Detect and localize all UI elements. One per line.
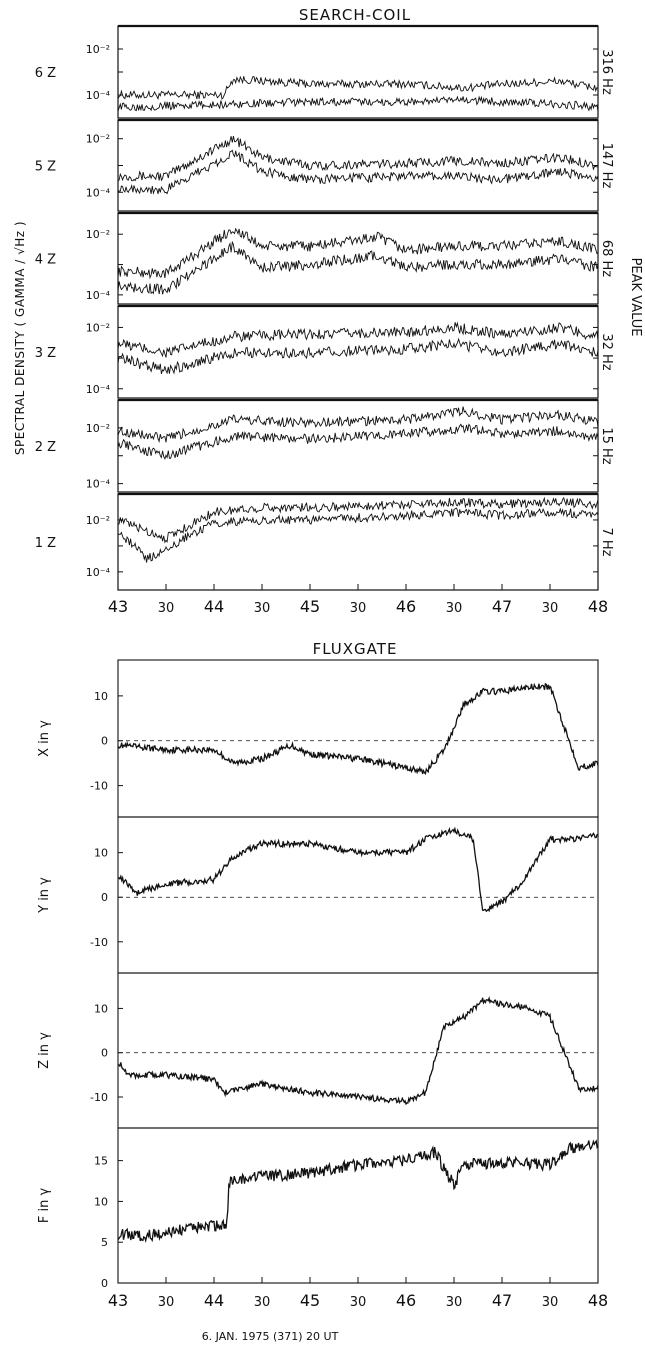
search-coil-series-line xyxy=(117,423,599,460)
search-coil-y-tick-label: 10⁻² xyxy=(86,422,110,435)
search-coil-channel-label: 5 Z xyxy=(35,160,56,175)
search-coil-series-line xyxy=(117,321,599,358)
search-coil-series-line xyxy=(117,75,599,101)
search-coil-y-tick-label: 10⁻⁴ xyxy=(86,186,111,199)
search-coil-panel-frame xyxy=(117,399,599,493)
search-coil-y-tick-label: 10⁻² xyxy=(86,514,110,527)
fluxgate-x-tick-label: 30 xyxy=(350,1295,367,1310)
search-coil-frequency-label: 15 Hz xyxy=(599,427,614,464)
fluxgate-panel-frame xyxy=(117,659,599,818)
fluxgate-x-tick-label: 30 xyxy=(542,1295,559,1310)
search-coil-y-tick-label: 10⁻⁴ xyxy=(86,289,111,302)
search-coil-x-tick-label: 44 xyxy=(204,597,224,616)
fluxgate-y-axis-label: Z in γ xyxy=(37,1032,52,1069)
fluxgate-y-tick-label: 10 xyxy=(94,690,108,703)
search-coil-y-tick-label: 10⁻² xyxy=(86,321,110,334)
fluxgate-title: FLUXGATE xyxy=(313,640,398,658)
search-coil-x-tick-label: 30 xyxy=(254,601,271,616)
search-coil-y-tick-label: 10⁻⁴ xyxy=(86,383,111,396)
fluxgate-panel-frame xyxy=(117,816,599,974)
fluxgate-y-axis-label: F in γ xyxy=(37,1188,52,1224)
fluxgate-y-tick-label: 0 xyxy=(101,1047,108,1060)
fluxgate-y-axis-label: Y in γ xyxy=(37,877,52,914)
fluxgate-x-tick-label: 46 xyxy=(396,1291,416,1310)
fluxgate-x-tick-label: 47 xyxy=(492,1291,512,1310)
search-coil-right-label: PEAK VALUE xyxy=(628,258,643,337)
fluxgate-series-line xyxy=(117,682,599,776)
search-coil-chart: SEARCH-COIL SPECTRAL DENSITY ( GAMMA / √… xyxy=(13,6,643,616)
search-coil-x-tick-label: 46 xyxy=(396,597,416,616)
search-coil-y-axis-label: SPECTRAL DENSITY ( GAMMA / √Hz ) xyxy=(13,221,27,455)
fluxgate-x-axis-label: 6. JAN. 1975 (371) 20 UT xyxy=(202,1330,339,1343)
search-coil-series-line xyxy=(117,240,599,295)
fluxgate-y-tick-label: 10 xyxy=(94,1195,108,1208)
fluxgate-y-tick-label: -10 xyxy=(90,1091,108,1104)
fluxgate-y-axis-label: X in γ xyxy=(37,720,52,757)
fluxgate-panel-frame xyxy=(117,972,599,1129)
search-coil-y-tick-label: 10⁻⁴ xyxy=(86,89,111,102)
search-coil-series-line xyxy=(117,337,599,375)
search-coil-frequency-label: 147 Hz xyxy=(599,143,614,189)
fluxgate-y-tick-label: 15 xyxy=(94,1155,108,1168)
search-coil-series-line xyxy=(117,227,599,280)
fluxgate-y-tick-label: -10 xyxy=(90,780,108,793)
fluxgate-series-line xyxy=(117,996,599,1106)
search-coil-title: SEARCH-COIL xyxy=(299,6,411,24)
fluxgate-y-tick-label: 0 xyxy=(101,735,108,748)
search-coil-channel-label: 3 Z xyxy=(35,346,56,361)
fluxgate-x-tick-label: 30 xyxy=(158,1295,175,1310)
fluxgate-y-tick-label: 5 xyxy=(101,1236,108,1249)
search-coil-x-tick-label: 30 xyxy=(350,601,367,616)
search-coil-series-line xyxy=(117,496,599,544)
search-coil-series-line xyxy=(117,507,599,563)
search-coil-series-line xyxy=(117,95,599,112)
search-coil-x-tick-label: 43 xyxy=(108,597,128,616)
fluxgate-chart: FLUXGATE 6. JAN. 1975 (371) 20 UT 10 0 -10… xyxy=(37,640,608,1343)
fluxgate-y-tick-label: 10 xyxy=(94,1002,108,1015)
search-coil-x-tick-label: 47 xyxy=(492,597,512,616)
fluxgate-x-tick-label: 48 xyxy=(588,1291,608,1310)
search-coil-frequency-label: 316 Hz xyxy=(599,49,614,95)
fluxgate-panel-frame xyxy=(117,1127,599,1284)
search-coil-frequency-label: 7 Hz xyxy=(599,527,614,556)
search-coil-series-line xyxy=(117,406,599,443)
fluxgate-y-tick-label: 0 xyxy=(101,891,108,904)
fluxgate-x-tick-label: 44 xyxy=(204,1291,224,1310)
search-coil-x-tick-label: 30 xyxy=(158,601,175,616)
search-coil-frequency-label: 32 Hz xyxy=(599,333,614,370)
search-coil-y-tick-label: 10⁻⁴ xyxy=(86,566,111,579)
search-coil-channel-label: 4 Z xyxy=(35,253,56,268)
search-coil-x-tick-label: 30 xyxy=(542,601,559,616)
search-coil-channel-label: 6 Z xyxy=(35,66,56,81)
search-coil-channel-label: 2 Z xyxy=(35,440,56,455)
search-coil-x-tick-label: 48 xyxy=(588,597,608,616)
fluxgate-y-tick-label: -10 xyxy=(90,936,108,949)
search-coil-series-line xyxy=(117,149,599,195)
search-coil-x-tick-label: 45 xyxy=(300,597,320,616)
fluxgate-x-tick-label: 30 xyxy=(446,1295,463,1310)
fluxgate-y-tick-label: 0 xyxy=(101,1277,108,1290)
search-coil-y-tick-label: 10⁻² xyxy=(86,43,110,56)
search-coil-x-tick-label: 30 xyxy=(446,601,463,616)
fluxgate-series-line xyxy=(117,826,599,913)
fluxgate-x-tick-label: 30 xyxy=(254,1295,271,1310)
search-coil-y-tick-label: 10⁻² xyxy=(86,133,110,146)
search-coil-series-line xyxy=(117,136,599,182)
fluxgate-x-tick-label: 43 xyxy=(108,1291,128,1310)
search-coil-y-tick-label: 10⁻² xyxy=(86,228,110,241)
search-coil-frequency-label: 68 Hz xyxy=(599,240,614,277)
fluxgate-y-tick-label: 10 xyxy=(94,847,108,860)
search-coil-channel-label: 1 Z xyxy=(35,536,56,551)
fluxgate-x-tick-label: 45 xyxy=(300,1291,320,1310)
fluxgate-series-line xyxy=(117,1139,599,1244)
search-coil-y-tick-label: 10⁻⁴ xyxy=(86,478,111,491)
